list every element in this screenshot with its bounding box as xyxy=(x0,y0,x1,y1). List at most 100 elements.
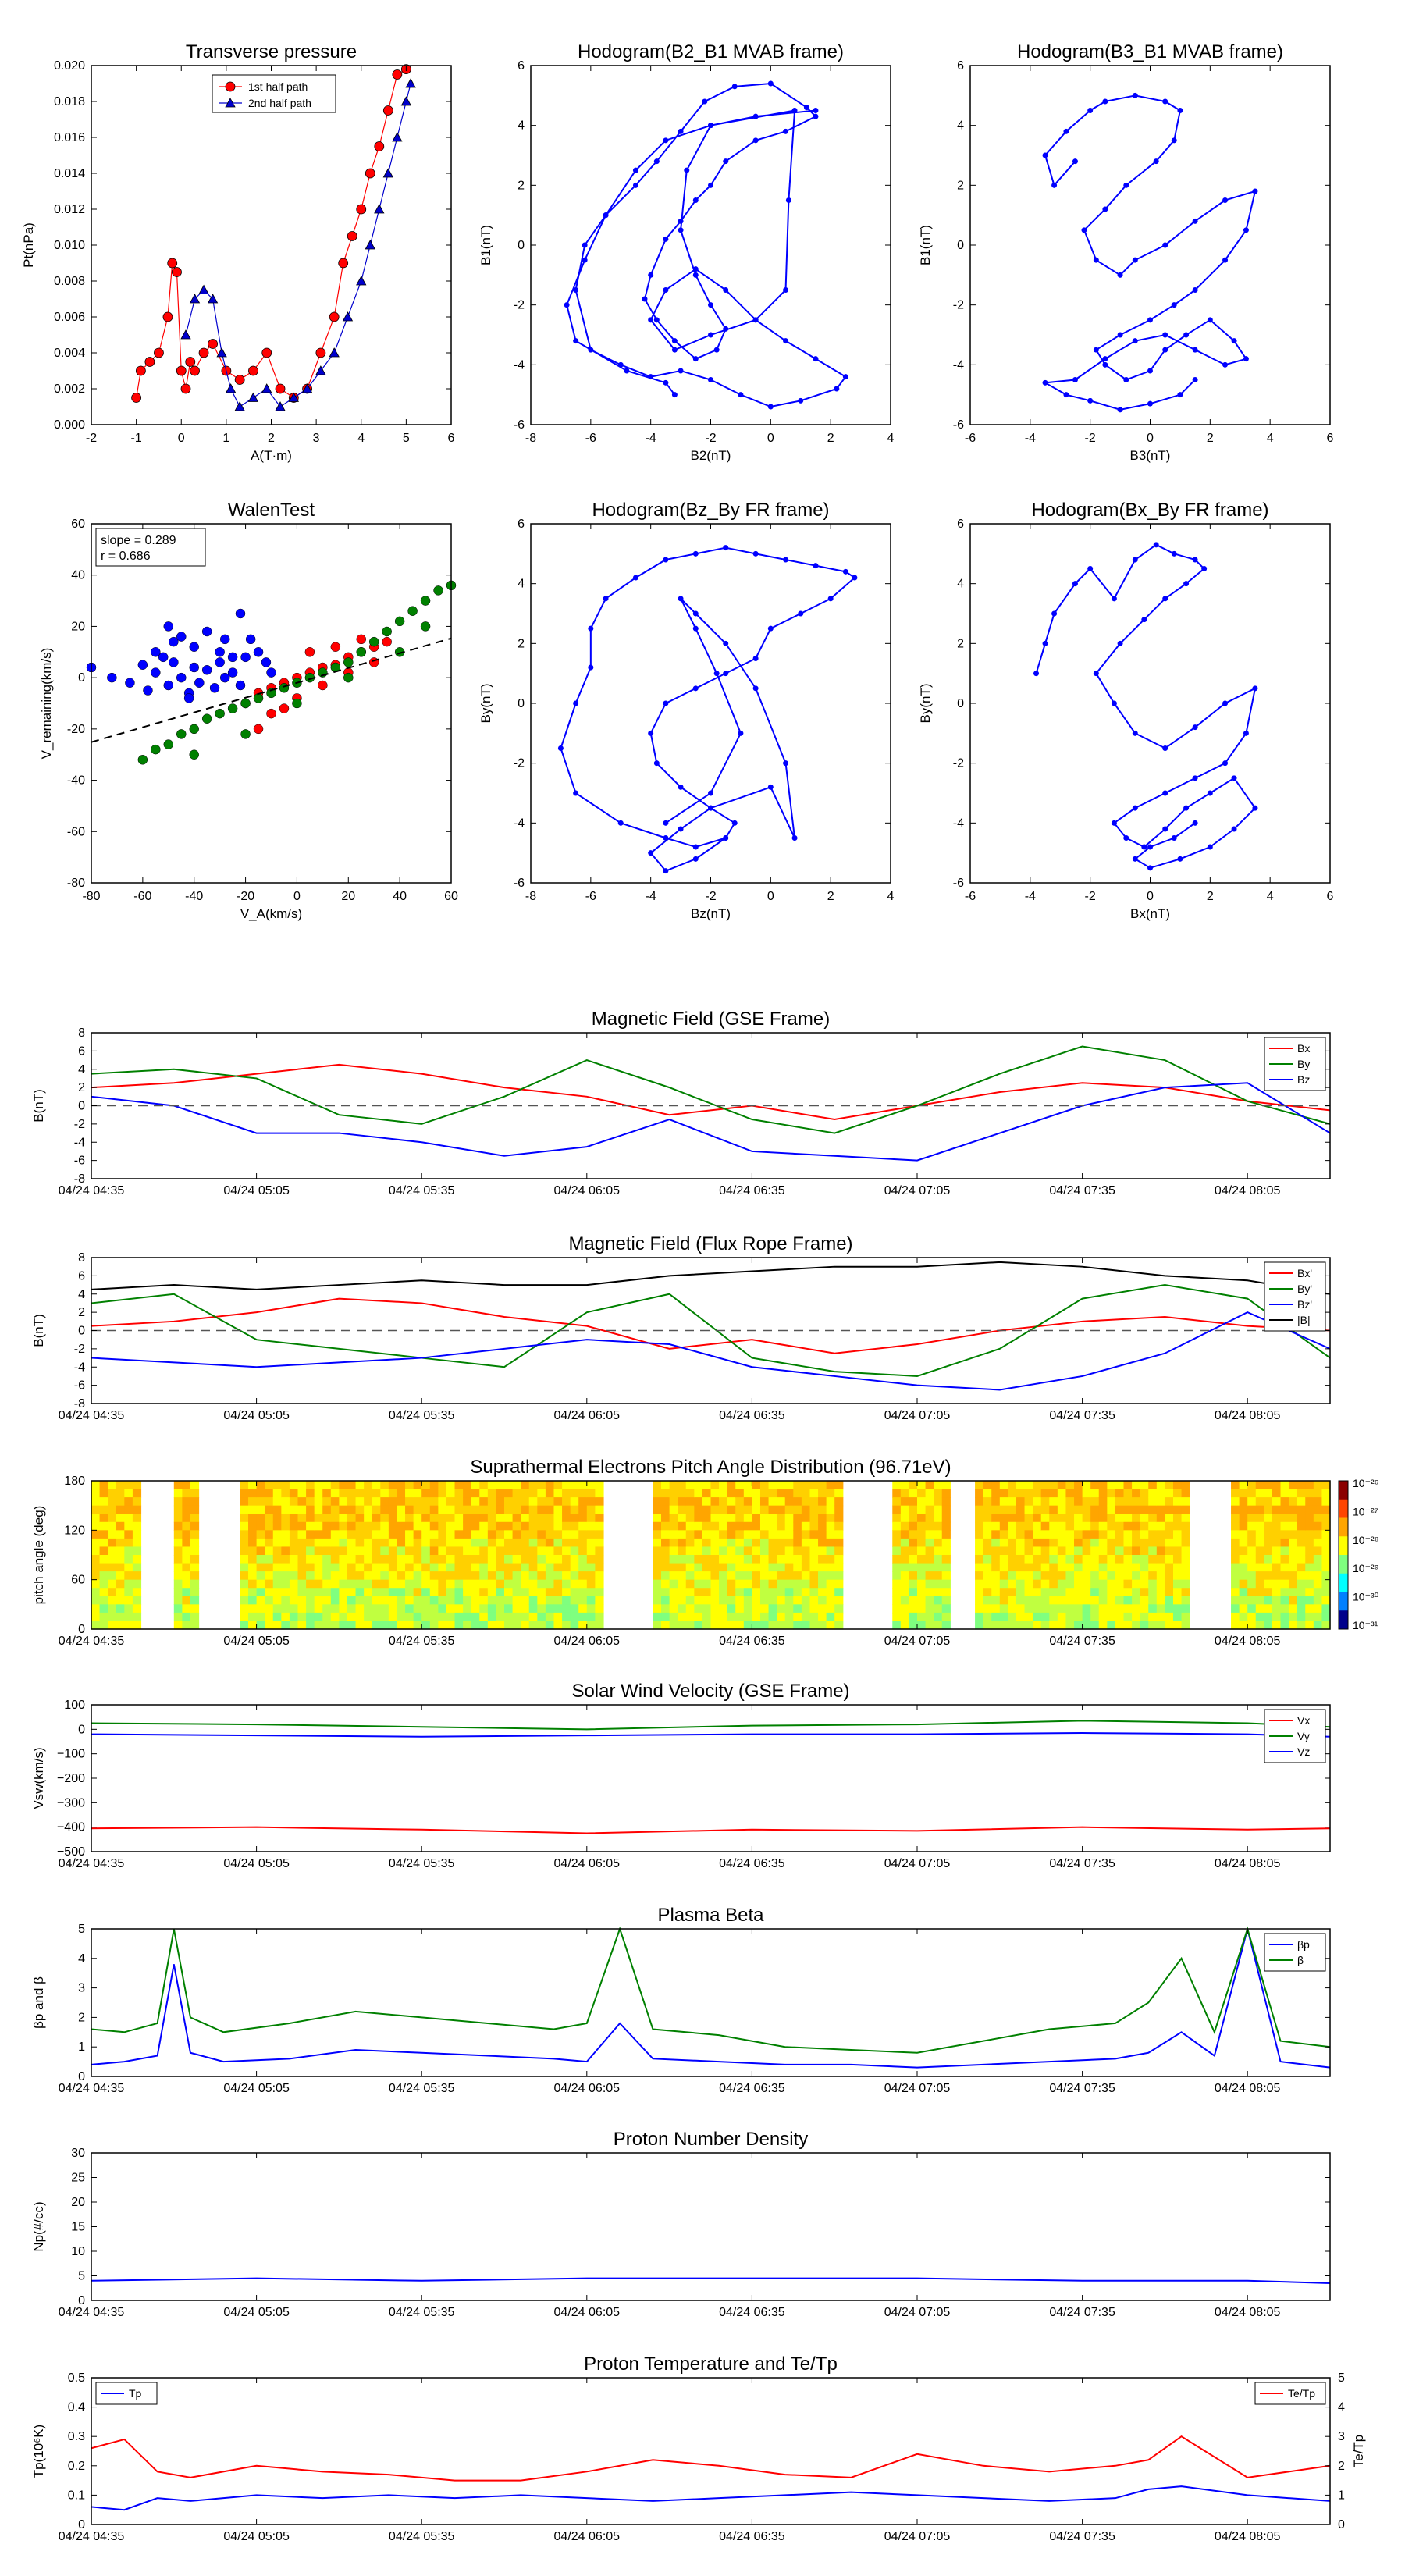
x-tick-label: 3 xyxy=(313,432,320,445)
heatmap-cell xyxy=(1074,1530,1083,1539)
heatmap-cell xyxy=(1057,1621,1067,1630)
heatmap-cell xyxy=(991,1546,1001,1556)
heatmap-cell xyxy=(108,1514,117,1523)
data-point xyxy=(1093,671,1099,677)
heatmap-cell xyxy=(661,1555,670,1564)
heatmap-cell xyxy=(297,1604,307,1614)
heatmap-cell xyxy=(1065,1571,1075,1581)
heatmap-cell xyxy=(1140,1489,1149,1498)
heatmap-cell xyxy=(784,1497,794,1507)
y-tick-label: 6 xyxy=(78,1269,85,1283)
data-point xyxy=(1117,272,1123,278)
data-point xyxy=(752,113,759,119)
y-tick-label: 6 xyxy=(518,518,525,531)
heatmap-cell xyxy=(759,1555,770,1564)
heatmap-cell xyxy=(1033,1555,1042,1564)
data-point xyxy=(1111,700,1117,706)
data-point xyxy=(653,317,660,323)
heatmap-cell xyxy=(1272,1497,1282,1507)
data-point xyxy=(573,700,579,706)
heatmap-cell xyxy=(1040,1555,1050,1564)
data-point xyxy=(131,393,142,403)
time-tick-label: 04/24 06:05 xyxy=(554,1635,621,1648)
heatmap-cell xyxy=(826,1481,835,1490)
heatmap-cell xyxy=(364,1546,373,1556)
heatmap-cell xyxy=(446,1505,456,1514)
heatmap-cell xyxy=(397,1604,406,1614)
heatmap-cell xyxy=(694,1481,703,1490)
heatmap-cell xyxy=(1057,1489,1067,1498)
heatmap-cell xyxy=(1008,1481,1017,1490)
heatmap-cell xyxy=(999,1604,1008,1614)
heatmap-cell xyxy=(108,1521,117,1531)
y-tick-label: 0 xyxy=(957,239,964,252)
heatmap-cell xyxy=(1115,1563,1125,1572)
heatmap-cell xyxy=(818,1563,827,1572)
y-tick-label: 0.4 xyxy=(68,2401,85,2414)
heatmap-cell xyxy=(380,1563,389,1572)
heatmap-cell xyxy=(355,1588,365,1597)
heatmap-cell xyxy=(173,1621,183,1630)
data-point xyxy=(1171,137,1177,144)
heatmap-cell xyxy=(306,1612,315,1622)
heatmap-cell xyxy=(347,1481,357,1490)
data-point xyxy=(1192,820,1198,826)
heatmap-cell xyxy=(347,1571,357,1581)
heatmap-cell xyxy=(545,1530,555,1539)
series-line xyxy=(91,1732,1331,1738)
heatmap-cell xyxy=(132,1596,142,1605)
heatmap-cell xyxy=(413,1489,422,1498)
heatmap-cell xyxy=(1165,1530,1174,1539)
heatmap-cell xyxy=(669,1514,678,1523)
heatmap-cell xyxy=(1090,1489,1100,1498)
heatmap-cell xyxy=(248,1588,258,1597)
data-point xyxy=(1192,377,1198,382)
heatmap-cell xyxy=(727,1505,736,1514)
colorbar-segment xyxy=(1339,1517,1348,1537)
time-tick-label: 04/24 06:05 xyxy=(554,1409,621,1422)
heatmap-cell xyxy=(991,1579,1001,1589)
heatmap-cell xyxy=(1165,1538,1174,1548)
heatmap-cell xyxy=(1231,1571,1240,1581)
y-tick-label: 25 xyxy=(71,2172,85,2185)
heatmap-cell xyxy=(108,1489,117,1498)
heatmap-cell xyxy=(586,1514,596,1523)
heatmap-cell xyxy=(570,1514,579,1523)
heatmap-cell xyxy=(99,1505,108,1514)
heatmap-cell xyxy=(1016,1481,1026,1490)
data-point xyxy=(1147,317,1153,323)
data-point xyxy=(227,703,238,713)
heatmap-cell xyxy=(1008,1555,1017,1564)
heatmap-cell xyxy=(669,1612,678,1622)
heatmap-cell xyxy=(892,1563,902,1572)
heatmap-cell xyxy=(364,1612,373,1622)
heatmap-cell xyxy=(759,1497,770,1507)
heatmap-cell xyxy=(463,1530,472,1539)
heatmap-cell xyxy=(1033,1521,1042,1531)
data-point xyxy=(318,680,328,691)
heatmap-cell xyxy=(537,1612,546,1622)
heatmap-cell xyxy=(1305,1604,1314,1614)
heatmap-cell xyxy=(355,1612,365,1622)
heatmap-cell xyxy=(438,1555,447,1564)
y-tick-label: -4 xyxy=(953,358,964,372)
heatmap-cell xyxy=(190,1538,200,1548)
y-tick-label: -40 xyxy=(67,774,85,788)
heatmap-cell xyxy=(355,1604,365,1614)
x-tick-label: 2 xyxy=(1207,890,1214,903)
heatmap-cell xyxy=(496,1546,505,1556)
heatmap-cell xyxy=(1123,1514,1133,1523)
heatmap-cell xyxy=(190,1489,200,1498)
heatmap-cell xyxy=(487,1596,497,1605)
heatmap-cell xyxy=(694,1521,703,1531)
heatmap-cell xyxy=(388,1563,398,1572)
heatmap-cell xyxy=(429,1481,439,1490)
heatmap-cell xyxy=(372,1530,381,1539)
heatmap-cell xyxy=(355,1596,365,1605)
heatmap-cell xyxy=(1107,1579,1116,1589)
heatmap-cell xyxy=(1040,1489,1050,1498)
heatmap-cell xyxy=(471,1481,480,1490)
heatmap-cell xyxy=(545,1604,555,1614)
heatmap-cell xyxy=(752,1538,761,1548)
heatmap-cell xyxy=(1008,1579,1017,1589)
